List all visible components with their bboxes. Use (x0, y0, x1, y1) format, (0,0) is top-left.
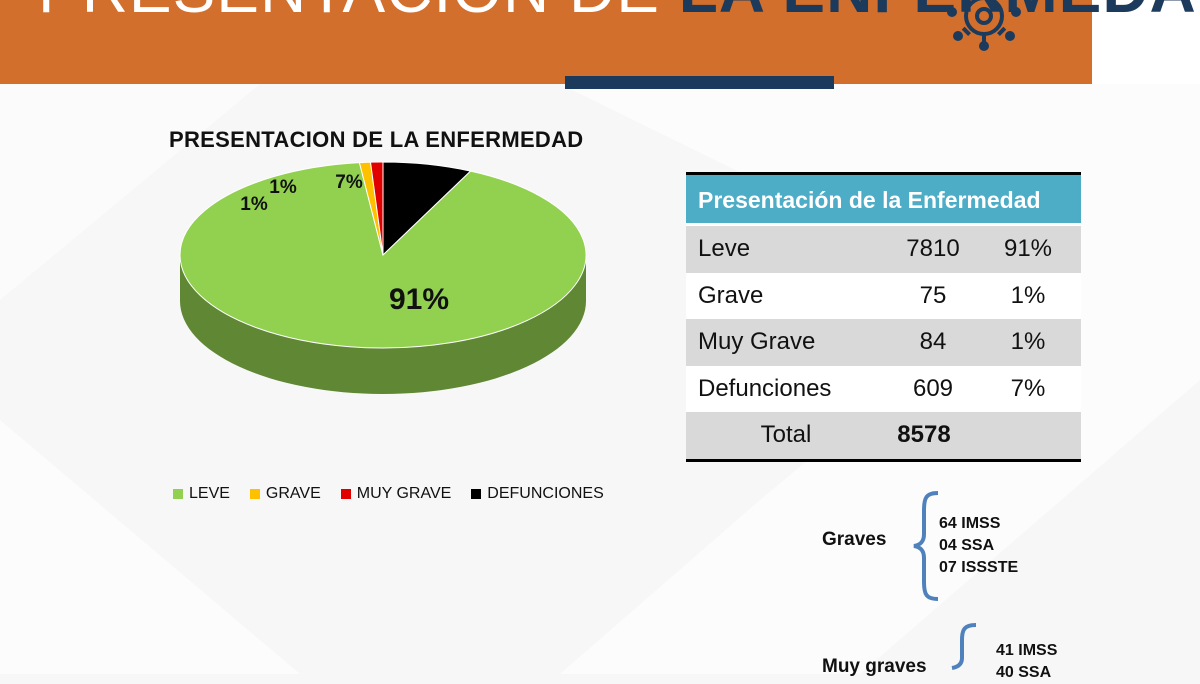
pie-slice-muy-grave (369, 161, 384, 256)
legend-item-defunciones: DEFUNCIONES (471, 485, 604, 503)
row-count: 7810 (906, 235, 960, 263)
legend-label-grave: GRAVE (265, 485, 321, 502)
row-label: Grave (698, 281, 764, 309)
row-count: 84 (919, 328, 947, 356)
row-pct: 1% (1010, 328, 1046, 356)
row-pct: 91% (1003, 235, 1053, 263)
graves-label: Graves (822, 529, 887, 550)
table-row: Grave 75 1% (686, 273, 1081, 320)
muy-graves-item: 40 SSA (996, 664, 1052, 681)
table-total-row: Total 8578 (686, 412, 1081, 459)
pie-slice-leve (179, 162, 587, 349)
legend-swatch-leve (173, 489, 183, 499)
summary-table: Presentación de la Enfermedad Leve 7810 … (686, 172, 1081, 462)
legend-swatch-grave (249, 489, 260, 499)
legend-label-leve: LEVE (189, 485, 230, 502)
row-count: 609 (912, 374, 954, 402)
legend-swatch-muy-grave (340, 489, 351, 499)
header-title-light: PRESENTACION DE (38, 0, 660, 26)
legend-label-muy-grave: MUY GRAVE (356, 485, 452, 502)
muy-graves-list: 41 IMSS 40 SSA (996, 640, 1057, 684)
pie-label-defunciones: 7% (335, 172, 363, 193)
legend-swatch-defunciones (471, 489, 482, 499)
row-pct: 7% (1010, 374, 1046, 402)
header-banner: PRESENTACION DE LA ENFERMEDAD (0, 0, 1200, 84)
muy-graves-label: Muy graves (822, 656, 927, 677)
legend-item-muy-grave: MUY GRAVE (340, 485, 452, 503)
graves-item: 07 ISSSTE (939, 559, 1019, 576)
row-label: Defunciones (698, 374, 832, 402)
header-underline-bar (565, 76, 834, 89)
row-pct: 1% (1010, 281, 1046, 309)
pie-label-grave: 1% (240, 194, 268, 215)
total-value: 8578 (897, 421, 951, 449)
header-title-bold: LA ENFERMEDAD (679, 0, 1200, 26)
table-title: Presentación de la Enfermedad (686, 175, 1081, 226)
legend-item-leve: LEVE (173, 485, 230, 503)
chart-legend: LEVE GRAVE MUY GRAVE DEFUNCIONES (173, 485, 604, 503)
table-row: Muy Grave 84 1% (686, 319, 1081, 366)
graves-list: 64 IMSS 04 SSA 07 ISSSTE (939, 513, 1018, 579)
row-label: Leve (698, 235, 751, 263)
legend-item-grave: GRAVE (249, 485, 321, 503)
row-label: Muy Grave (698, 328, 816, 356)
table-row: Defunciones 609 7% (686, 366, 1081, 413)
pie-side-leve (180, 255, 586, 394)
pie-label-leve: 91% (389, 283, 449, 316)
row-count: 75 (919, 281, 947, 309)
graves-item: 64 IMSS (939, 515, 1001, 532)
pie-chart: 7% 91% 1%1% (179, 161, 587, 394)
pie-label-muy-grave: 1% (269, 177, 297, 198)
legend-label-defunciones: DEFUNCIONES (487, 485, 604, 502)
total-label: Total (760, 421, 812, 449)
virus-icon (947, 0, 1021, 51)
graves-brace (913, 491, 939, 601)
header-title: PRESENTACION DE LA ENFERMEDAD (38, 0, 1200, 22)
graves-item: 04 SSA (939, 537, 995, 554)
muy-graves-item: 41 IMSS (996, 642, 1058, 659)
table-row: Leve 7810 91% (686, 226, 1081, 273)
chart-title: PRESENTACION DE LA ENFERMEDAD (169, 127, 584, 152)
muy-graves-brace (951, 623, 977, 670)
